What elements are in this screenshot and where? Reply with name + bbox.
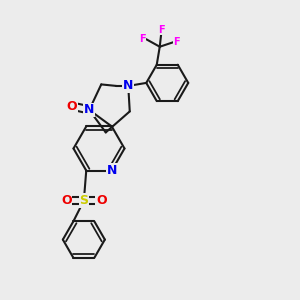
Text: N: N (123, 80, 134, 92)
Text: O: O (67, 100, 77, 113)
Text: F: F (158, 25, 165, 34)
Text: S: S (79, 194, 88, 207)
Text: N: N (106, 164, 117, 177)
Text: O: O (96, 194, 106, 207)
Text: F: F (139, 34, 146, 44)
Text: N: N (84, 103, 94, 116)
Text: F: F (173, 37, 180, 47)
Text: O: O (61, 194, 72, 207)
